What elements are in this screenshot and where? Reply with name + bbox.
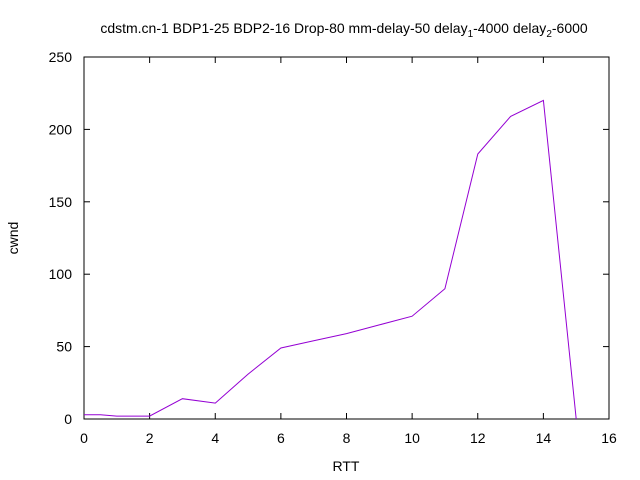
y-axis: 0 50 100 150 200 250 [49,49,609,427]
x-tick-label: 10 [404,430,420,446]
x-tick-label: 12 [470,430,486,446]
x-tick-label: 8 [343,430,351,446]
cwnd-series-line [84,99,577,420]
y-tick-label: 0 [64,411,72,427]
y-tick-label: 100 [49,266,73,282]
y-tick-label: 200 [49,121,73,137]
y-tick-label: 150 [49,194,73,210]
x-tick-label: 4 [211,430,219,446]
series-layer [84,99,577,420]
x-tick-label: 16 [601,430,617,446]
x-tick-label: 14 [536,430,552,446]
y-axis-label: cwnd [5,222,21,255]
x-tick-label: 0 [80,430,88,446]
plot-area-frame [83,56,610,420]
x-axis-label: RTT [333,458,360,474]
x-tick-label: 6 [277,430,285,446]
x-axis: 0 2 4 6 8 10 12 14 16 [80,57,617,446]
chart-title: cdstm.cn-1 BDP1-25 BDP2-16 Drop-80 mm-de… [100,20,588,40]
y-tick-label: 50 [56,339,72,355]
y-tick-label: 250 [49,49,73,65]
x-tick-label: 2 [146,430,154,446]
